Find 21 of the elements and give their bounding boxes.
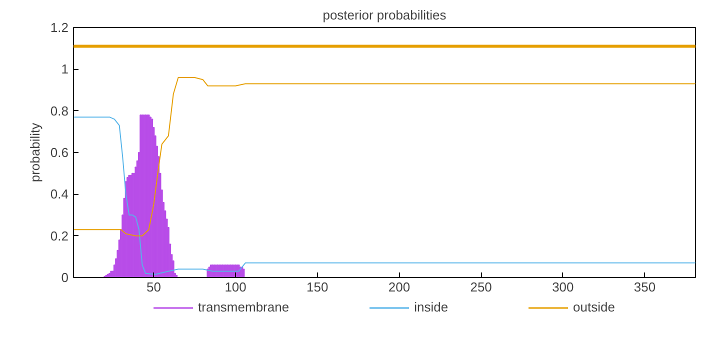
y-tick-label: 0.4 [50, 186, 69, 202]
x-tick-label: 150 [306, 280, 328, 294]
y-tick-label: 0.8 [50, 103, 69, 118]
legend-label: inside [414, 300, 448, 314]
x-tick-label: 100 [224, 280, 246, 294]
legend-label: outside [573, 300, 615, 314]
y-tick-label: 0.6 [50, 145, 69, 160]
legend-label: transmembrane [198, 300, 290, 314]
line-series [74, 77, 696, 236]
line-series [74, 116, 696, 275]
y-axis-title: probability [27, 122, 42, 182]
x-tick-label: 350 [634, 280, 656, 294]
x-tick-label: 200 [388, 280, 410, 294]
chart-title: posterior probabilities [322, 8, 447, 22]
y-tick-label: 0 [61, 270, 69, 285]
y-tick-label: 1 [61, 62, 69, 77]
x-tick-label: 50 [146, 280, 161, 294]
x-tick-label: 300 [552, 280, 574, 294]
x-tick-label: 250 [470, 280, 492, 294]
y-tick-label: 0.2 [50, 228, 69, 244]
y-tick-label: 1.2 [50, 20, 69, 35]
